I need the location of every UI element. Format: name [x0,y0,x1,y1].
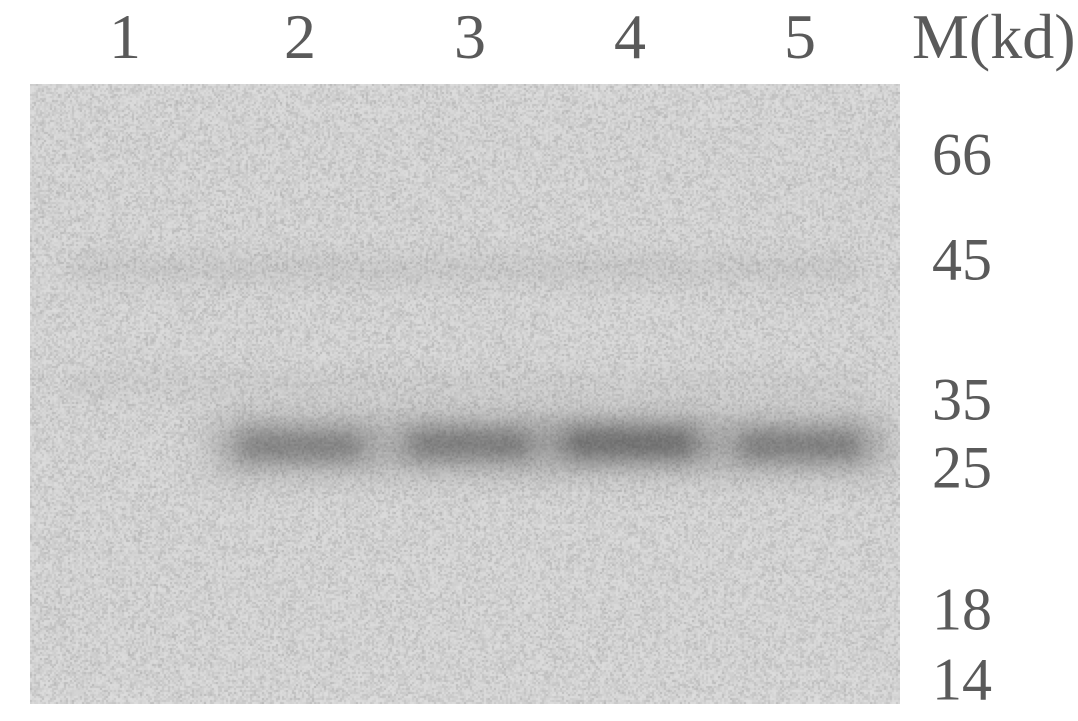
lane-label-4: 4 [614,0,646,74]
gel-figure: 1 2 3 4 5 M(kd) 66 45 35 25 18 14 [0,0,1078,721]
lane-label-2: 2 [284,0,316,74]
lane-label-5: 5 [784,0,816,74]
lane-label-3: 3 [454,0,486,74]
lane-label-1: 1 [109,0,141,74]
mw-label-25: 25 [932,434,992,503]
mw-header: M(kd) [912,0,1076,74]
mw-label-66: 66 [932,121,992,190]
gel-image [30,84,900,704]
mw-label-18: 18 [932,576,992,645]
mw-label-14: 14 [932,646,992,715]
gel-canvas [30,84,900,704]
mw-label-35: 35 [932,366,992,435]
mw-label-45: 45 [932,226,992,295]
